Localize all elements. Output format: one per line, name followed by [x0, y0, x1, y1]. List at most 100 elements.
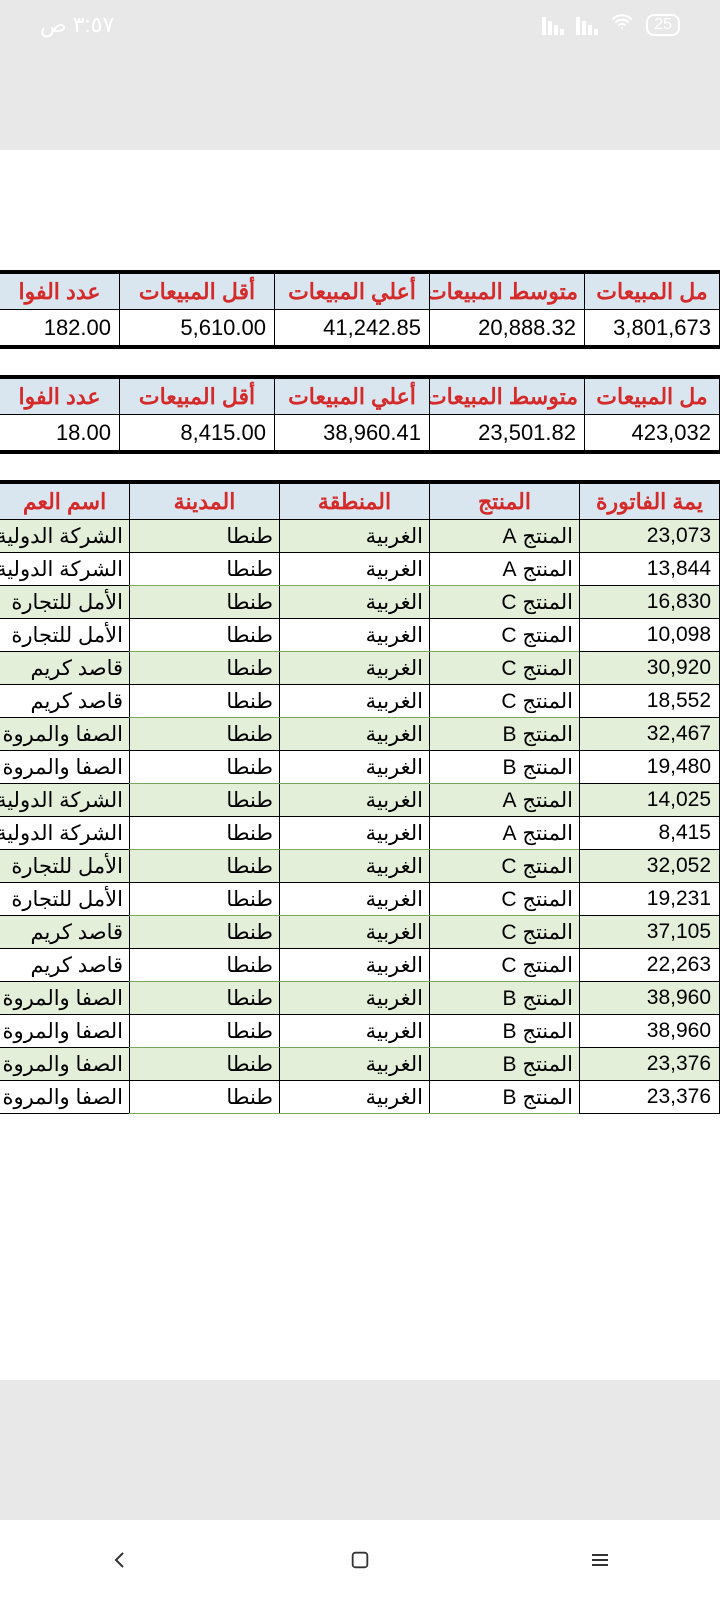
- cell-value[interactable]: 19,480: [580, 751, 720, 784]
- cell-value[interactable]: 8,415: [580, 817, 720, 850]
- cell-value[interactable]: 23,376: [580, 1081, 720, 1114]
- cell-region[interactable]: الغربية: [280, 619, 430, 652]
- cell-value[interactable]: 37,105: [580, 916, 720, 949]
- cell-customer[interactable]: قاصد كريم: [0, 949, 130, 982]
- table-row[interactable]: 23,376المنتج Bالغربيةطنطاالصفا والمروة: [0, 1081, 720, 1114]
- cell-product[interactable]: المنتج C: [430, 586, 580, 619]
- cell-product[interactable]: المنتج C: [430, 949, 580, 982]
- cell-region[interactable]: الغربية: [280, 685, 430, 718]
- cell-product[interactable]: المنتج B: [430, 1081, 580, 1114]
- cell-customer[interactable]: الصفا والمروة: [0, 982, 130, 1015]
- cell-total[interactable]: 3,801,673: [585, 310, 720, 346]
- cell-city[interactable]: طنطا: [130, 982, 280, 1015]
- cell-min[interactable]: 5,610.00: [120, 310, 275, 346]
- table-row[interactable]: 16,830المنتج Cالغربيةطنطاالأمل للتجارة: [0, 586, 720, 619]
- table-row[interactable]: 19,231المنتج Cالغربيةطنطاالأمل للتجارة: [0, 883, 720, 916]
- cell-city[interactable]: طنطا: [130, 685, 280, 718]
- cell-product[interactable]: المنتج B: [430, 982, 580, 1015]
- cell-product[interactable]: المنتج B: [430, 751, 580, 784]
- cell-region[interactable]: الغربية: [280, 850, 430, 883]
- cell-customer[interactable]: الصفا والمروة: [0, 1015, 130, 1048]
- cell-customer[interactable]: الأمل للتجارة: [0, 586, 130, 619]
- table-row[interactable]: 38,960المنتج Bالغربيةطنطاالصفا والمروة: [0, 982, 720, 1015]
- cell-region[interactable]: الغربية: [280, 817, 430, 850]
- cell-region[interactable]: الغربية: [280, 1015, 430, 1048]
- cell-customer[interactable]: قاصد كريم: [0, 916, 130, 949]
- table-row[interactable]: 423,032 23,501.82 38,960.41 8,415.00 18.…: [0, 415, 720, 451]
- cell-value[interactable]: 23,073: [580, 520, 720, 553]
- table-row[interactable]: 14,025المنتج Aالغربيةطنطاالشركة الدولية: [0, 784, 720, 817]
- cell-product[interactable]: المنتج C: [430, 850, 580, 883]
- cell-product[interactable]: المنتج B: [430, 1048, 580, 1081]
- cell-customer[interactable]: الصفا والمروة: [0, 718, 130, 751]
- cell-city[interactable]: طنطا: [130, 1081, 280, 1114]
- cell-region[interactable]: الغربية: [280, 883, 430, 916]
- table-row[interactable]: 10,098المنتج Cالغربيةطنطاالأمل للتجارة: [0, 619, 720, 652]
- cell-value[interactable]: 10,098: [580, 619, 720, 652]
- cell-city[interactable]: طنطا: [130, 520, 280, 553]
- cell-value[interactable]: 16,830: [580, 586, 720, 619]
- cell-region[interactable]: الغربية: [280, 982, 430, 1015]
- cell-product[interactable]: المنتج C: [430, 916, 580, 949]
- cell-product[interactable]: المنتج C: [430, 883, 580, 916]
- table-row[interactable]: 3,801,673 20,888.32 41,242.85 5,610.00 1…: [0, 310, 720, 346]
- cell-region[interactable]: الغربية: [280, 916, 430, 949]
- cell-count[interactable]: 18.00: [0, 415, 120, 451]
- table-row[interactable]: 37,105المنتج Cالغربيةطنطاقاصد كريم: [0, 916, 720, 949]
- table-row[interactable]: 8,415المنتج Aالغربيةطنطاالشركة الدولية: [0, 817, 720, 850]
- cell-city[interactable]: طنطا: [130, 949, 280, 982]
- cell-region[interactable]: الغربية: [280, 751, 430, 784]
- cell-product[interactable]: المنتج B: [430, 1015, 580, 1048]
- cell-region[interactable]: الغربية: [280, 652, 430, 685]
- cell-city[interactable]: طنطا: [130, 916, 280, 949]
- back-button[interactable]: [106, 1546, 134, 1574]
- spreadsheet-content[interactable]: مل المبيعات متوسط المبيعات أعلي المبيعات…: [0, 150, 720, 1114]
- cell-value[interactable]: 38,960: [580, 1015, 720, 1048]
- table-row[interactable]: 23,376المنتج Bالغربيةطنطاالصفا والمروة: [0, 1048, 720, 1081]
- cell-city[interactable]: طنطا: [130, 751, 280, 784]
- cell-product[interactable]: المنتج A: [430, 817, 580, 850]
- table-row[interactable]: 32,467المنتج Bالغربيةطنطاالصفا والمروة: [0, 718, 720, 751]
- cell-value[interactable]: 18,552: [580, 685, 720, 718]
- cell-region[interactable]: الغربية: [280, 520, 430, 553]
- cell-customer[interactable]: الأمل للتجارة: [0, 850, 130, 883]
- cell-avg[interactable]: 23,501.82: [430, 415, 585, 451]
- cell-customer[interactable]: الشركة الدولية: [0, 520, 130, 553]
- cell-city[interactable]: طنطا: [130, 883, 280, 916]
- cell-region[interactable]: الغربية: [280, 553, 430, 586]
- table-row[interactable]: 22,263المنتج Cالغربيةطنطاقاصد كريم: [0, 949, 720, 982]
- cell-region[interactable]: الغربية: [280, 718, 430, 751]
- table-row[interactable]: 19,480المنتج Bالغربيةطنطاالصفا والمروة: [0, 751, 720, 784]
- cell-product[interactable]: المنتج A: [430, 520, 580, 553]
- cell-customer[interactable]: الصفا والمروة: [0, 751, 130, 784]
- cell-product[interactable]: المنتج A: [430, 553, 580, 586]
- cell-city[interactable]: طنطا: [130, 1015, 280, 1048]
- recent-button[interactable]: [586, 1546, 614, 1574]
- cell-value[interactable]: 19,231: [580, 883, 720, 916]
- cell-value[interactable]: 38,960: [580, 982, 720, 1015]
- cell-city[interactable]: طنطا: [130, 850, 280, 883]
- table-row[interactable]: 18,552المنتج Cالغربيةطنطاقاصد كريم: [0, 685, 720, 718]
- cell-city[interactable]: طنطا: [130, 553, 280, 586]
- cell-city[interactable]: طنطا: [130, 586, 280, 619]
- cell-product[interactable]: المنتج A: [430, 784, 580, 817]
- cell-customer[interactable]: الشركة الدولية: [0, 553, 130, 586]
- cell-customer[interactable]: الصفا والمروة: [0, 1081, 130, 1114]
- cell-city[interactable]: طنطا: [130, 619, 280, 652]
- cell-count[interactable]: 182.00: [0, 310, 120, 346]
- cell-city[interactable]: طنطا: [130, 784, 280, 817]
- cell-value[interactable]: 13,844: [580, 553, 720, 586]
- cell-customer[interactable]: قاصد كريم: [0, 685, 130, 718]
- cell-region[interactable]: الغربية: [280, 586, 430, 619]
- cell-value[interactable]: 14,025: [580, 784, 720, 817]
- cell-customer[interactable]: الشركة الدولية: [0, 784, 130, 817]
- cell-customer[interactable]: الشركة الدولية: [0, 817, 130, 850]
- table-row[interactable]: 23,073المنتج Aالغربيةطنطاالشركة الدولية: [0, 520, 720, 553]
- cell-value[interactable]: 23,376: [580, 1048, 720, 1081]
- cell-customer[interactable]: الأمل للتجارة: [0, 883, 130, 916]
- cell-value[interactable]: 22,263: [580, 949, 720, 982]
- cell-value[interactable]: 32,052: [580, 850, 720, 883]
- cell-city[interactable]: طنطا: [130, 652, 280, 685]
- cell-value[interactable]: 30,920: [580, 652, 720, 685]
- table-row[interactable]: 32,052المنتج Cالغربيةطنطاالأمل للتجارة: [0, 850, 720, 883]
